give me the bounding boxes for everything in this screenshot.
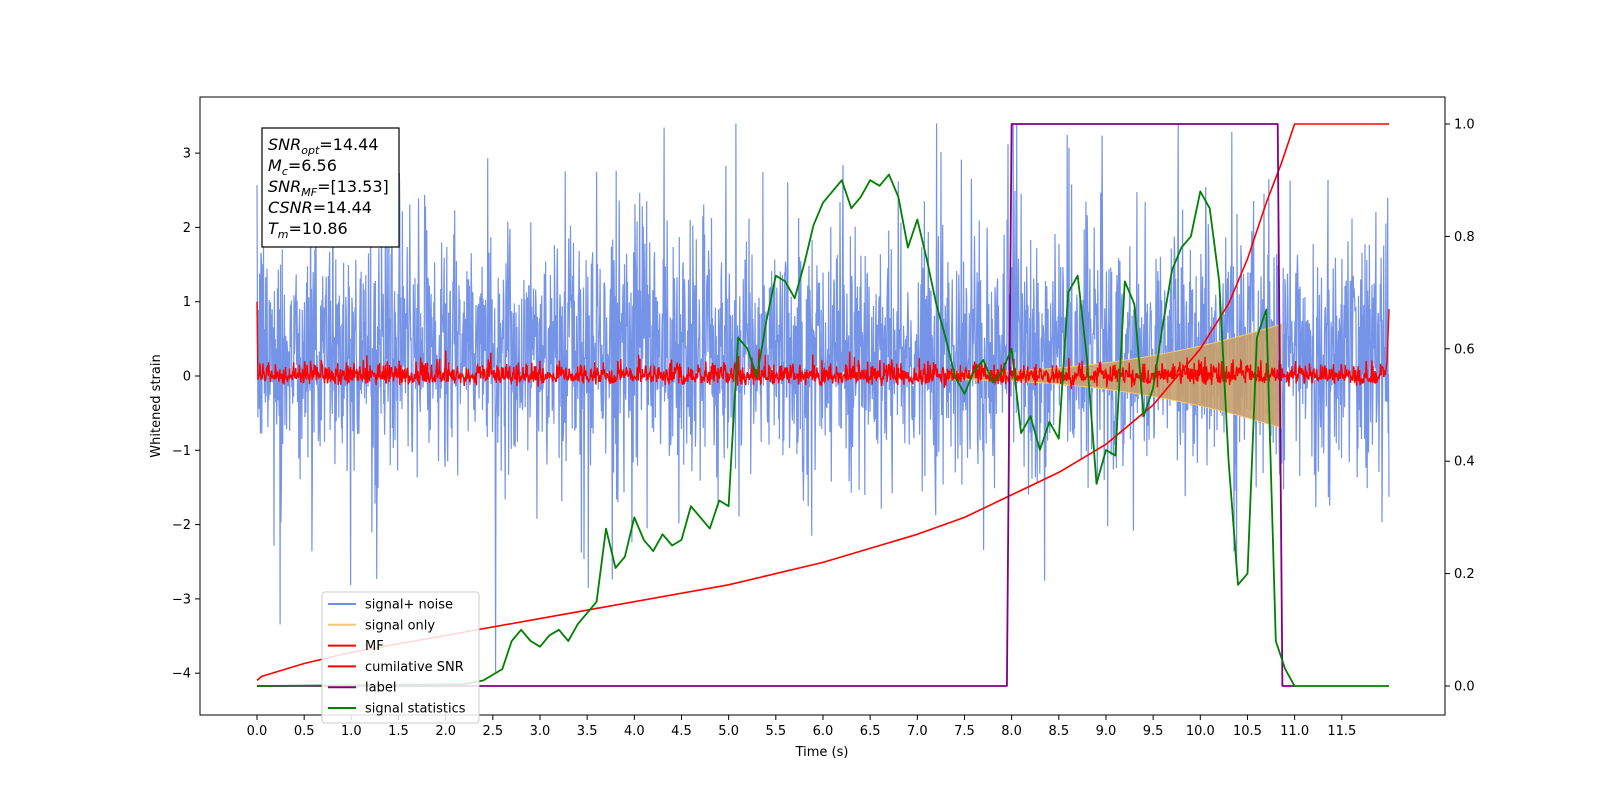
x-tick-label: 0.0: [247, 724, 268, 739]
x-tick-label: 5.0: [718, 724, 739, 739]
y-right-tick-label: 0.0: [1454, 680, 1475, 695]
plot-area: [256, 123, 1390, 687]
legend-entry: MF: [365, 639, 384, 654]
y-left-tick-label: 0: [183, 370, 191, 385]
y-left-tick-label: 2: [183, 221, 191, 236]
x-tick-label: 5.5: [765, 724, 786, 739]
legend-entry: cumilative SNR: [365, 660, 464, 675]
x-tick-label: 1.5: [388, 724, 409, 739]
series-label-line: [257, 123, 1295, 687]
x-tick-label: 9.0: [1096, 724, 1117, 739]
x-tick-label: 2.0: [435, 724, 456, 739]
x-tick-label: 10.5: [1233, 724, 1262, 739]
x-tick-label: 4.5: [671, 724, 692, 739]
stats-annotation-box: SNRopt=14.44Mc=6.56SNRMF=[13.53]CSNR=14.…: [261, 127, 400, 248]
legend-entry: signal statistics: [365, 702, 466, 717]
annotation-line: Tm=10.86: [268, 219, 348, 241]
x-tick-label: 8.0: [1001, 724, 1022, 739]
x-tick-label: 9.5: [1143, 724, 1164, 739]
y-axis-label: Whitened strain: [149, 354, 164, 457]
series-signal-statistics-line: [256, 173, 1389, 687]
x-tick-label: 7.0: [907, 724, 928, 739]
y-right-tick-label: 0.2: [1454, 567, 1475, 582]
x-tick-label: 10.0: [1186, 724, 1215, 739]
x-tick-label: 3.5: [577, 724, 598, 739]
legend-entry: label: [365, 681, 396, 696]
legend-entry: signal+ noise: [365, 598, 453, 613]
x-tick-label: 4.0: [624, 724, 645, 739]
legend-frame: [321, 591, 480, 724]
annotation-line: Mc=6.56: [268, 156, 337, 178]
x-tick-label: 11.5: [1327, 724, 1356, 739]
y-left-tick-label: −4: [172, 667, 191, 682]
y-left-tick-label: 3: [183, 147, 191, 162]
y-left-tick-label: −3: [172, 592, 191, 607]
legend-entry: signal only: [365, 618, 435, 633]
axes: 0.0 0.5 1.0 1.5 2.0 2.5 3.0 3.5 4.0 4.5 5.0 5.5 6.0 6…: [172, 118, 1475, 740]
annotation-line: CSNR=14.44: [268, 198, 372, 217]
x-tick-label: 8.5: [1048, 724, 1069, 739]
y-right-tick-label: 0.4: [1454, 455, 1475, 470]
y-right-tick-label: 0.6: [1454, 342, 1475, 357]
legend: signal+ noise signal only MF cumilative SNR…: [321, 591, 480, 724]
y-right-tick-label: 0.8: [1454, 230, 1475, 245]
x-tick-label: 11.0: [1280, 724, 1309, 739]
y-left-tick-label: −1: [172, 444, 191, 459]
x-tick-label: 3.0: [530, 724, 551, 739]
x-tick-label: 1.0: [341, 724, 362, 739]
annotation-line: SNRMF=[13.53]: [268, 177, 389, 199]
x-tick-label: 6.5: [860, 724, 881, 739]
x-tick-label: 6.0: [813, 724, 834, 739]
x-tick-label: 0.5: [294, 724, 315, 739]
x-tick-label: 7.5: [954, 724, 975, 739]
y-left-tick-label: 1: [183, 295, 191, 310]
x-axis-label: Time (s): [795, 745, 849, 760]
y-right-tick-label: 1.0: [1454, 118, 1475, 133]
x-tick-label: 2.5: [482, 724, 503, 739]
y-left-tick-label: −2: [172, 518, 191, 533]
annotation-frame: [261, 127, 400, 248]
series-mf-line: [256, 301, 1390, 390]
annotation-line: SNRopt=14.44: [268, 135, 379, 157]
series-signal-only-chirp: [945, 323, 1282, 429]
